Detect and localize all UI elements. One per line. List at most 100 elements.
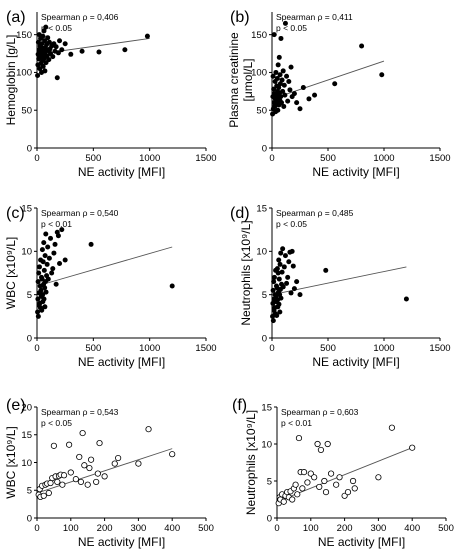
data-point <box>41 28 47 34</box>
y-tick-label: 0 <box>262 333 267 344</box>
data-point <box>289 248 295 254</box>
x-axis-title: NE activity [MFI] <box>312 355 399 369</box>
data-point <box>271 32 277 38</box>
data-point <box>292 481 299 488</box>
panel-label: (e) <box>6 397 26 414</box>
data-point <box>169 451 176 458</box>
data-point <box>40 259 46 265</box>
data-point <box>294 279 300 285</box>
data-point <box>279 100 285 106</box>
data-point <box>277 81 283 87</box>
data-point <box>271 86 277 92</box>
data-point <box>122 47 128 53</box>
data-point <box>270 287 276 293</box>
data-point <box>88 241 94 247</box>
data-point <box>280 498 287 505</box>
y-tick-label: 0 <box>27 143 32 154</box>
y-tick-label: 50 <box>256 106 267 117</box>
data-point <box>36 264 42 270</box>
regression-line <box>36 448 173 494</box>
data-point <box>274 312 280 318</box>
data-point <box>341 492 348 499</box>
data-point <box>36 270 42 276</box>
y-tick-label: 15 <box>21 430 32 441</box>
data-point <box>317 446 325 454</box>
data-point <box>84 481 91 488</box>
data-point <box>306 96 312 102</box>
data-point <box>274 75 280 81</box>
spearman-label: Spearman ρ = 0,485 <box>276 208 354 218</box>
data-point <box>297 106 303 112</box>
x-tick-label: 0 <box>34 343 39 354</box>
data-point <box>79 429 86 437</box>
data-point <box>79 48 85 54</box>
y-tick-label: 0 <box>27 333 32 344</box>
x-tick-label: 1500 <box>195 343 216 354</box>
data-point <box>276 85 282 91</box>
data-point <box>281 103 287 109</box>
y-axis-title: WBC [x10⁹/L] <box>4 426 18 499</box>
x-tick-label: 500 <box>85 343 101 354</box>
data-point <box>278 250 284 256</box>
data-point <box>286 259 292 265</box>
data-point <box>276 301 282 307</box>
data-point <box>45 35 51 41</box>
data-point <box>52 241 58 247</box>
scatter-panel: (b) 0 500 1000 1500 0 50 100 150 NE activity [MFI… <box>227 9 451 179</box>
data-point <box>45 244 51 250</box>
data-point <box>50 442 58 449</box>
data-point <box>46 255 52 261</box>
data-point <box>39 276 45 282</box>
data-point <box>277 261 283 267</box>
y-tick-label: 20 <box>21 402 32 413</box>
data-point <box>55 233 61 239</box>
x-tick-label: 300 <box>370 523 386 534</box>
data-point <box>311 474 318 481</box>
y-axis-title: WBC [x10⁹/L] <box>4 237 18 310</box>
data-point <box>295 434 303 442</box>
data-point <box>300 469 308 476</box>
data-point <box>72 476 79 483</box>
data-point <box>323 267 329 273</box>
data-point <box>333 481 340 488</box>
data-point <box>35 279 41 285</box>
data-point <box>291 286 297 292</box>
data-point <box>285 98 291 104</box>
data-point <box>327 470 335 477</box>
y-axis-title: Neutrophils [x10⁹/L] <box>239 220 253 325</box>
data-point <box>276 257 282 263</box>
data-point <box>271 279 277 285</box>
regression-line <box>36 246 173 287</box>
scatter-panel: (c) 0 500 1000 1500 0 5 10 15 NE activity [MFI] WB… <box>4 203 217 369</box>
x-tick-label: 200 <box>337 523 353 534</box>
p-value-label: p < 0.05 <box>276 23 307 33</box>
y-axis-title: Neutrophils [x10⁹/L] <box>244 410 258 515</box>
panel-label: (b) <box>230 9 250 26</box>
data-point <box>300 85 306 91</box>
data-point <box>115 454 122 462</box>
data-point <box>35 72 41 78</box>
data-point <box>336 474 343 481</box>
y-tick-label: 5 <box>267 476 272 487</box>
data-point <box>144 33 150 39</box>
data-point <box>289 496 296 503</box>
panel-label: (a) <box>6 9 26 26</box>
data-point <box>344 488 352 496</box>
x-axis-title: NE activity [MFI] <box>312 165 399 179</box>
p-value-label: p < 0.01 <box>281 418 312 428</box>
spearman-label: Spearman ρ = 0,603 <box>281 407 359 417</box>
regression-line <box>271 266 407 296</box>
data-point <box>43 289 49 295</box>
data-point <box>312 92 318 98</box>
data-point <box>276 54 282 60</box>
y-tick-label: 5 <box>262 290 267 301</box>
data-point <box>39 247 45 253</box>
data-point <box>409 444 416 451</box>
data-point <box>49 270 55 276</box>
y-tick-label: 10 <box>21 458 32 469</box>
data-point <box>96 49 102 55</box>
data-point <box>282 20 288 26</box>
data-point <box>40 33 46 39</box>
y-tick-label: 150 <box>251 30 267 41</box>
x-tick-label: 400 <box>404 523 420 534</box>
